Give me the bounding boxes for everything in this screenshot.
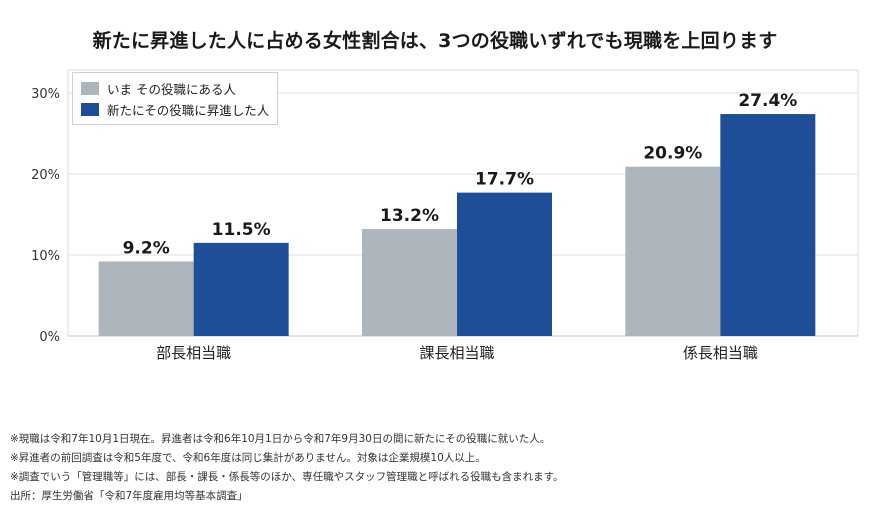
bar [98, 261, 194, 336]
x-tick-label: 係長相当職 [683, 344, 758, 362]
bar [625, 166, 721, 336]
legend-label-current: いま その役職にある人 [107, 82, 236, 97]
y-tick-label: 0% [39, 330, 60, 345]
data-label: 11.5% [212, 220, 271, 240]
footnote: ※昇進者の前回調査は令和5年度で、令和6年度は同じ集計がありません。対象は企業規… [10, 452, 486, 464]
legend-item-current: いま その役職にある人 [81, 78, 269, 99]
bar-chart: 0% 10% 20% 30% 9.2% 11.5% 部長相当職 13.2% 17.7% 課長相当職… [31, 69, 859, 362]
legend-swatch-current [81, 82, 99, 95]
footnotes: ※現職は令和7年10月1日現在。昇進者は令和6年10月1日から令和7年9月30日… [10, 430, 564, 506]
x-tick-label: 部長相当職 [156, 344, 231, 362]
data-label: 20.9% [643, 144, 702, 164]
legend-label-promoted: 新たにその役職に昇進した人 [107, 103, 270, 118]
y-tick-label: 30% [31, 87, 60, 102]
bar [193, 242, 289, 336]
legend-item-promoted: 新たにその役職に昇進した人 [81, 99, 269, 120]
legend-swatch-promoted [81, 103, 99, 116]
y-tick-label: 20% [31, 168, 60, 183]
chart-legend: いま その役職にある人 新たにその役職に昇進した人 [72, 72, 279, 125]
bar [457, 192, 552, 336]
x-tick-label: 課長相当職 [419, 344, 494, 362]
chart-title: 新たに昇進した人に占める女性割合は、3つの役職いずれでも現職を上回ります [92, 30, 778, 52]
source-note: 出所：厚生労働省「令和7年度雇用均等基本調査」 [10, 490, 248, 502]
data-label: 9.2% [123, 238, 170, 258]
bar [720, 114, 816, 336]
footnote: ※現職は令和7年10月1日現在。昇進者は令和6年10月1日から令和7年9月30日… [10, 433, 551, 445]
footnote: ※調査でいう「管理職等」には、部長・課長・係長等のほか、専任職やスタッフ管理職と… [10, 471, 564, 483]
y-tick-label: 10% [31, 249, 60, 264]
data-label: 27.4% [738, 91, 797, 111]
data-label: 13.2% [380, 206, 439, 226]
data-label: 17.7% [475, 170, 534, 190]
bar [362, 229, 457, 336]
